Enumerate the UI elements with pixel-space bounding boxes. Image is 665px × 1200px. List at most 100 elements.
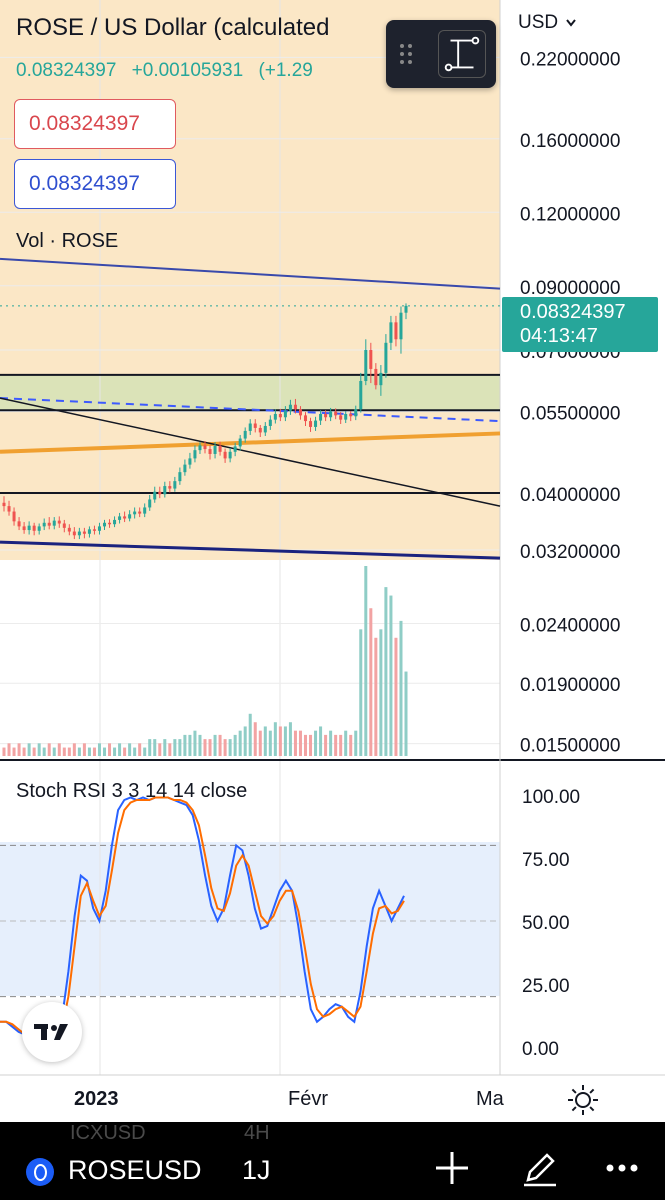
stoch-k-line [0,796,405,1044]
drag-grip-icon[interactable] [398,42,416,66]
volume-bar [173,739,177,756]
volume-bar [22,747,26,756]
drawing-tool-popup[interactable] [386,20,496,88]
price-change: +0.00105931 [131,60,244,81]
y-axis-tick: 0.16000000 [520,131,620,152]
candle-body [7,506,11,512]
candle-body [2,502,6,507]
candle-body [268,419,272,426]
x-axis-label-mars: Ma [476,1088,504,1110]
candle-body [82,531,86,534]
tradingview-logo[interactable] [22,1002,82,1062]
price-change-line: 0.08324397 +0.00105931 (+1.29 [16,60,388,82]
candle-body [108,522,112,525]
volume-bar [339,734,343,756]
candle-body [213,445,217,454]
candle-body [288,404,292,411]
volume-bar [92,747,96,756]
settings-gear-icon[interactable] [566,1083,600,1117]
candle-body [273,413,277,420]
candle-body [223,451,227,459]
volume-bar [47,743,51,756]
volume-bar [228,739,232,756]
candle-body [303,415,308,422]
candle-body [359,381,363,410]
candle-body [208,449,212,454]
volume-bar [62,747,66,756]
plus-icon[interactable] [432,1148,472,1188]
buy-price-button[interactable]: 0.08324397 [14,159,176,209]
volume-bar [102,747,107,756]
volume-bar [309,734,313,756]
volume-bar [268,730,272,756]
candle-body [153,491,157,500]
interval-selector[interactable]: 1J [242,1155,271,1185]
volume-bar [108,743,112,756]
volume-bar [399,620,403,756]
resistance-zone [0,374,500,411]
volume-legend[interactable]: Vol · ROSE [16,230,119,252]
candle-body [369,350,373,369]
candle-body [22,526,26,531]
candle-body [253,423,257,428]
volume-bar [263,726,267,756]
volume-bar [67,747,71,756]
last-price: 0.08324397 [16,60,117,81]
volume-bar [128,743,132,756]
volume-bar [178,739,182,756]
candle-body [102,522,107,527]
currency-selector[interactable]: USD [518,12,577,34]
volume-bar [344,730,348,756]
upper-channel-blue [0,257,501,290]
x-axis-label-fevr: Févr [288,1088,328,1110]
bottom-toolbar: ICXUSD 4H ROSEUSD 1J [0,1122,665,1200]
candle-body [193,450,197,459]
volume-bar [238,730,242,756]
volume-bar [118,743,122,756]
volume-bar [374,637,378,756]
more-options-icon[interactable] [602,1148,642,1188]
volume-bar [359,629,363,756]
symbol-selector[interactable]: ROSEUSD [68,1155,202,1185]
volume-bar [138,743,142,756]
support-orange [0,431,501,454]
candle-body [309,421,313,427]
volume-bar [369,608,373,756]
stoch-axis-tick: 0.00 [522,1039,559,1060]
candle-body [67,527,71,532]
descending-black [0,397,501,507]
volume-bar [334,734,338,756]
volume-bar [133,747,137,756]
volume-bar [198,734,202,756]
candle-body [389,322,393,343]
stoch-rsi-legend[interactable]: Stoch RSI 3 3 14 14 close [16,780,248,802]
y-axis-tick: 0.05500000 [520,404,620,425]
candle-body [278,413,282,418]
candle-body [339,415,343,420]
measure-tool-icon[interactable] [438,30,486,78]
drawing-pen-icon[interactable] [520,1148,560,1188]
volume-bar [223,739,227,756]
x-axis-label-2023: 2023 [74,1088,119,1110]
stoch-d-line [0,796,405,1041]
candle-body [62,523,66,528]
volume-bar [148,739,152,756]
candle-body [198,445,202,451]
tradingview-logo-icon [34,1024,68,1040]
last-price-tag-value: 0.08324397 [520,301,626,323]
volume-bar [243,726,247,756]
volume-bar [253,722,257,756]
candle-body [324,413,328,418]
candle-body [203,445,207,450]
chevron-down-icon [566,19,577,27]
volume-bar [303,734,308,756]
candle-body [233,446,237,452]
volume-bar [208,739,212,756]
candle-body [37,526,41,531]
candle-body [47,522,51,526]
sell-price-button[interactable]: 0.08324397 [14,99,176,149]
volume-bar [193,730,197,756]
candle-body [344,413,348,420]
volume-bar [293,730,297,756]
